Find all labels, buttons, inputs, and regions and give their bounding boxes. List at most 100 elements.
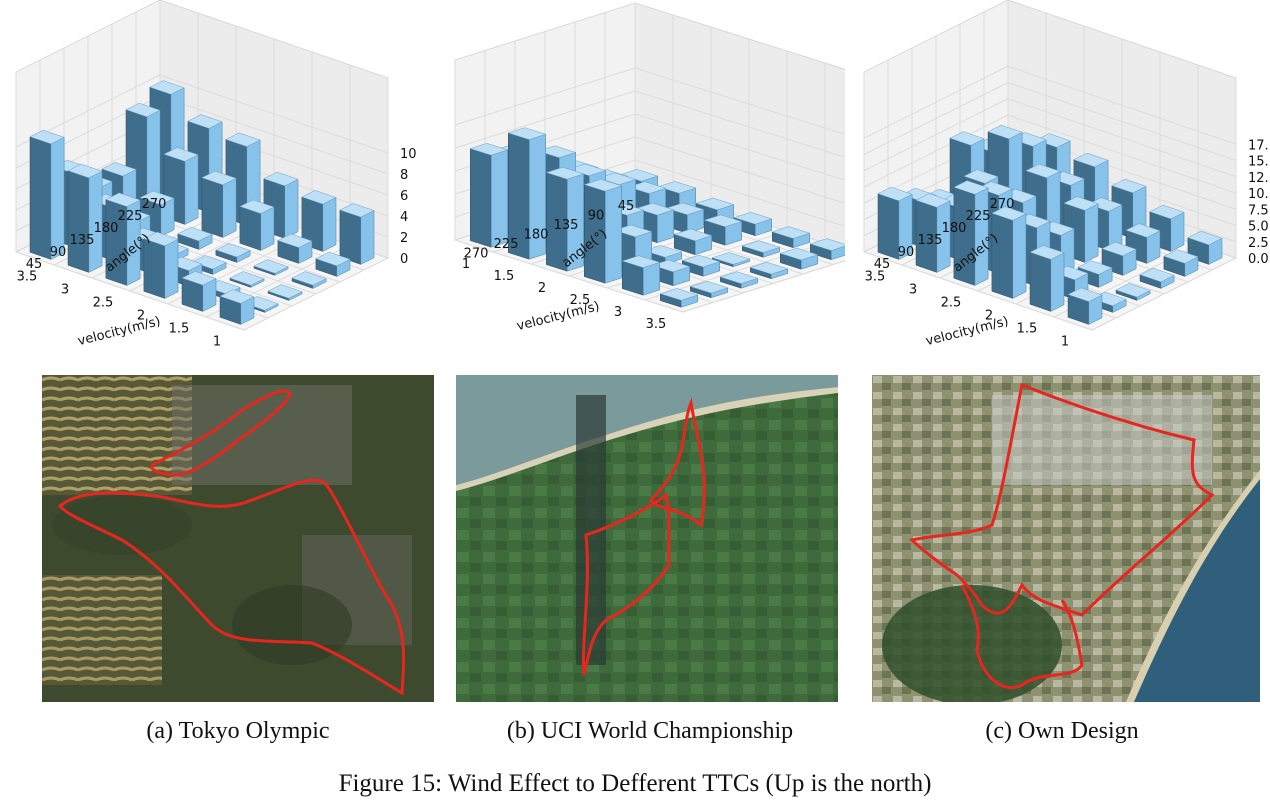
bar-1-2	[681, 254, 721, 277]
map-own-design	[872, 375, 1260, 702]
bar-0-2	[719, 271, 759, 289]
x-tick-label: 2	[538, 281, 546, 296]
bar-1-3	[711, 252, 751, 268]
z-tick-label: 4	[400, 210, 408, 225]
bar-3-0	[953, 180, 989, 286]
bar-0-4	[315, 251, 351, 277]
y-tick-label: 45	[874, 257, 891, 272]
z-tick-label: 0	[400, 252, 408, 267]
bar-4-0	[507, 127, 547, 260]
x-tick-label: 3.5	[646, 317, 667, 332]
z-tick-label: 6	[400, 189, 408, 204]
x-tick-label: 1.5	[494, 269, 515, 284]
bar-0-0	[219, 289, 255, 325]
z-tick-label: 2.5	[1248, 236, 1268, 251]
bar-5-0	[877, 186, 913, 260]
bar-2-4	[239, 199, 275, 251]
x-axis-label: velocity(m/s)	[515, 299, 601, 334]
bar-5-0	[29, 129, 65, 260]
chart-uci: 3.532.521.5127022518013590450510152025ve…	[425, 0, 845, 370]
bar-2-0	[583, 179, 623, 284]
y-tick-label: 180	[942, 221, 967, 236]
map-uci-world-championship	[456, 375, 838, 702]
z-tick-label: 15.0	[1248, 155, 1268, 170]
bar-0-0	[659, 288, 699, 308]
bar-0-4	[779, 247, 819, 270]
bar-2-3	[673, 228, 713, 256]
x-axis-label: velocity(m/s)	[924, 314, 1010, 349]
chart-own-design: 1 1.5 2 2.5 3 3.5 45 90 135 180 225 270 0.0 2.5 5.0 7.5…	[848, 0, 1268, 370]
x-tick-label: 1	[1061, 335, 1069, 350]
bar-1-2	[229, 271, 265, 288]
z-tick-label: 2	[400, 231, 408, 246]
subcaption-b: (b) UCI World Championship	[506, 718, 794, 744]
bar-0-3	[1139, 267, 1175, 289]
bar-0-5	[809, 238, 845, 261]
y-tick-label: 180	[524, 227, 549, 242]
route-tokyo	[57, 389, 406, 696]
y-tick-label: 90	[588, 208, 605, 223]
y-tick-label: 270	[990, 197, 1015, 212]
y-tick-label: 45	[618, 199, 635, 214]
z-tick-label: 17.5	[1248, 138, 1268, 153]
y-tick-label: 45	[26, 257, 43, 272]
x-tick-label: 3.5	[17, 270, 38, 285]
bar-0-3	[749, 261, 789, 280]
x-tick-label: 2.5	[570, 293, 591, 308]
bar-2-0	[143, 231, 179, 299]
y-tick-label: 135	[918, 233, 943, 248]
z-tick-label: 8	[400, 168, 408, 183]
y-tick-label: 90	[50, 245, 67, 260]
x-tick-label: 1	[462, 257, 470, 272]
bar-1-4	[741, 240, 781, 258]
bar-4-0	[915, 193, 951, 273]
y-tick-label: 135	[70, 233, 95, 248]
z-tick-label: 12.5	[1248, 171, 1268, 186]
bar-3-4	[201, 170, 237, 238]
chart-tokyo: 1 1.5 2 2.5 3 3.5 45 90 135 180 225 270 0 2 4 6 8 10 veloc…	[0, 0, 420, 370]
bar-1-5	[771, 226, 811, 249]
z-tick-label: 7.5	[1248, 203, 1268, 218]
x-tick-label: 2.5	[941, 296, 962, 311]
bar-1-4	[277, 233, 313, 264]
bar-0-0	[1067, 287, 1103, 325]
y-tick-label: 135	[554, 218, 579, 233]
subcaption-c: (c) Own Design	[985, 718, 1139, 744]
z-tick-label: 0.0	[1248, 252, 1268, 267]
bar3d-chart-b: 3.532.521.5127022518013590450510152025ve…	[453, 2, 845, 334]
bar-1-0	[1029, 245, 1065, 312]
z-tick-label: 10.0	[1248, 187, 1268, 202]
bar3d-chart-c: 11.522.533.545901351802252700.02.55.07.5…	[862, 0, 1268, 350]
bar-3-0	[545, 167, 585, 272]
z-tick-label: 5.0	[1248, 220, 1268, 235]
y-tick-label: 225	[494, 237, 519, 252]
bar-0-4	[1163, 249, 1199, 277]
x-tick-label: 3	[61, 283, 69, 298]
x-tick-label: 1	[213, 335, 221, 350]
bar-3-3	[177, 226, 213, 250]
subcaption-a: (a) Tokyo Olympic	[146, 718, 330, 744]
bar-0-5	[339, 203, 375, 265]
bar-3-0	[105, 192, 141, 286]
y-tick-label: 180	[94, 221, 119, 236]
x-tick-label: 2.5	[93, 296, 114, 311]
bar-5-0	[469, 143, 509, 248]
bar-1-0	[621, 255, 661, 296]
y-tick-label: 225	[966, 209, 991, 224]
z-tick-label: 10	[400, 147, 417, 162]
x-tick-label: 1.5	[169, 322, 190, 337]
bar-1-3	[253, 259, 289, 276]
bar-1-5	[301, 190, 337, 252]
y-tick-label: 90	[898, 245, 915, 260]
bar-0-2	[1115, 283, 1151, 301]
figure-caption: Figure 15: Wind Effect to Defferent TTCs…	[338, 770, 932, 797]
x-tick-label: 1.5	[1017, 322, 1038, 337]
x-tick-label: 3.5	[865, 270, 886, 285]
y-tick-label: 225	[118, 209, 143, 224]
bar-2-0	[991, 206, 1027, 299]
x-tick-label: 2	[985, 309, 993, 324]
bar-4-0	[67, 163, 103, 273]
route-uci	[581, 397, 706, 676]
bar-0-1	[689, 280, 729, 299]
